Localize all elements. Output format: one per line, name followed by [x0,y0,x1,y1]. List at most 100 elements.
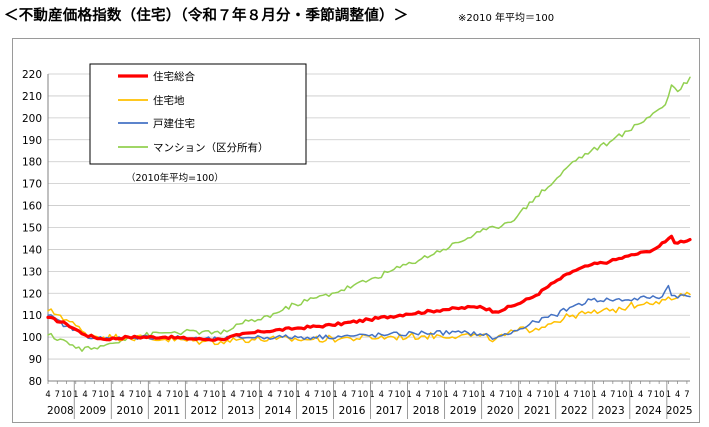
y-tick-label: 110 [22,310,42,322]
y-tick-label: 120 [22,288,42,300]
x-year-label: 2024 [635,405,662,417]
x-month-tick-label: 7 [610,389,615,399]
page-title: ＜不動産価格指数（住宅）（令和７年８月分・季節調整値）＞ [4,8,409,24]
legend-label-1: 住宅地 [153,94,185,107]
x-month-tick-label: 1 [332,389,337,399]
y-tick-label: 150 [22,223,42,235]
x-year-label: 2009 [79,405,106,417]
x-month-tick-label: 7 [129,389,134,399]
x-year-label: 2020 [487,405,514,417]
x-month-tick-label: 4 [601,389,606,399]
x-year-label: 2016 [339,405,366,417]
x-month-tick-label: 10 [283,389,294,399]
y-tick-label: 100 [22,332,42,344]
x-month-tick-label: 7 [684,389,689,399]
base-year-note: ※2010 年平均＝100 [458,13,555,24]
x-month-tick-label: 1 [629,389,634,399]
x-month-tick-label: 7 [462,389,467,399]
x-year-label: 2011 [153,405,180,417]
chart-frame [12,38,700,423]
x-month-tick-label: 10 [172,389,183,399]
legend-label-3: マンション（区分所有） [153,141,269,154]
x-month-tick-label: 7 [499,389,504,399]
x-year-label: 2018 [413,405,440,417]
x-month-tick-label: 7 [55,389,60,399]
x-year-label: 2022 [561,405,588,417]
x-month-tick-label: 10 [61,389,72,399]
x-month-tick-label: 7 [166,389,171,399]
x-month-tick-label: 10 [543,389,554,399]
x-month-tick-label: 7 [203,389,208,399]
y-tick-label: 200 [22,113,42,125]
x-year-label: 2010 [116,405,143,417]
x-month-tick-label: 1 [406,389,411,399]
x-month-tick-label: 1 [147,389,152,399]
x-month-tick-label: 10 [506,389,517,399]
x-month-tick-label: 10 [395,389,406,399]
x-month-tick-label: 4 [527,389,532,399]
x-month-tick-label: 4 [305,389,310,399]
x-month-tick-label: 4 [231,389,236,399]
axes: 8090100110120130140150160170180190200210… [22,69,693,419]
x-month-tick-label: 4 [193,389,198,399]
x-month-tick-label: 4 [156,389,161,399]
x-month-tick-label: 4 [675,389,680,399]
x-month-tick-label: 4 [638,389,643,399]
x-year-label: 2014 [265,405,292,417]
x-month-tick-label: 1 [443,389,448,399]
x-month-tick-label: 1 [184,389,189,399]
x-year-label: 2008 [47,405,74,417]
y-tick-label: 80 [29,376,42,388]
series-line-2 [47,284,691,342]
x-year-label: 2012 [191,405,218,417]
y-tick-label: 220 [22,69,42,81]
x-month-tick-label: 4 [82,389,87,399]
x-month-tick-label: 1 [555,389,560,399]
x-month-tick-label: 7 [388,389,393,399]
x-year-label: 2013 [228,405,255,417]
y-tick-label: 140 [22,244,42,256]
x-month-tick-label: 4 [342,389,347,399]
x-month-tick-label: 10 [357,389,368,399]
x-month-tick-label: 4 [379,389,384,399]
x-month-tick-label: 10 [617,389,628,399]
x-month-tick-label: 10 [246,389,257,399]
x-month-tick-label: 7 [351,389,356,399]
x-month-tick-label: 10 [469,389,480,399]
x-month-tick-label: 4 [119,389,124,399]
y-tick-label: 160 [22,201,42,213]
x-month-tick-label: 1 [369,389,374,399]
y-tick-label: 90 [29,354,42,366]
x-month-tick-label: 1 [258,389,263,399]
x-month-tick-label: 4 [268,389,273,399]
x-month-tick-label: 4 [45,389,50,399]
x-month-tick-label: 1 [592,389,597,399]
y-tick-label: 210 [22,91,42,103]
x-month-tick-label: 10 [98,389,109,399]
x-month-tick-label: 7 [92,389,97,399]
x-year-label: 2015 [302,405,329,417]
x-month-tick-label: 7 [536,389,541,399]
x-month-tick-label: 4 [564,389,569,399]
x-month-tick-label: 10 [320,389,331,399]
x-month-tick-label: 7 [425,389,430,399]
x-month-tick-label: 10 [654,389,665,399]
x-month-tick-label: 10 [432,389,443,399]
legend-label-2: 戸建住宅 [153,117,195,130]
x-year-label: 2017 [376,405,403,417]
y-tick-label: 170 [22,179,42,191]
x-month-tick-label: 10 [135,389,146,399]
x-month-tick-label: 7 [647,389,652,399]
x-month-tick-label: 10 [209,389,220,399]
x-month-tick-label: 1 [481,389,486,399]
y-tick-label: 190 [22,135,42,147]
x-month-tick-label: 4 [453,389,458,399]
x-year-label: 2019 [450,405,477,417]
x-month-tick-label: 4 [416,389,421,399]
x-month-tick-label: 7 [573,389,578,399]
x-month-tick-label: 1 [518,389,523,399]
x-year-label: 2023 [598,405,625,417]
y-tick-label: 130 [22,266,42,278]
